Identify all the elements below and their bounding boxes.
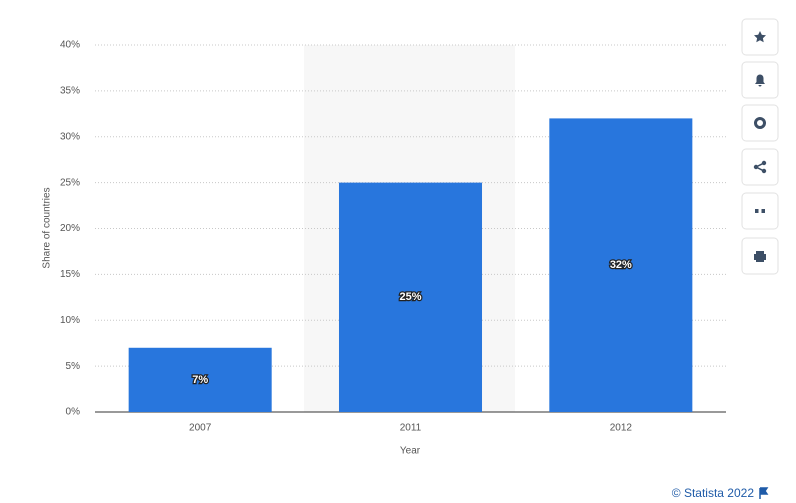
credit[interactable]: © Statista 2022 bbox=[672, 486, 755, 500]
x-tick-label: 2011 bbox=[400, 423, 422, 434]
share-dot bbox=[761, 168, 767, 174]
bar bbox=[549, 118, 693, 413]
x-axis-title: Year bbox=[400, 446, 421, 457]
value-label: 25% bbox=[399, 291, 421, 303]
quote-icon bbox=[755, 209, 765, 213]
y-tick-label: 35% bbox=[60, 86, 80, 97]
y-tick-label: 40% bbox=[60, 40, 80, 51]
bell-icon bbox=[755, 74, 765, 87]
toolbar bbox=[741, 18, 779, 275]
y-tick-label: 30% bbox=[60, 131, 80, 142]
gear-icon bbox=[754, 117, 766, 129]
share-button[interactable] bbox=[741, 148, 779, 186]
x-tick-label: 2012 bbox=[610, 423, 633, 434]
settings-button[interactable] bbox=[741, 104, 779, 142]
x-tick-label: 2007 bbox=[189, 423, 212, 434]
bar bbox=[338, 182, 483, 412]
print-icon bbox=[754, 251, 766, 262]
y-tick-label: 25% bbox=[60, 177, 80, 188]
value-label: 7% bbox=[192, 374, 208, 386]
cite-button[interactable] bbox=[741, 192, 779, 230]
y-tick-label: 10% bbox=[60, 315, 80, 326]
y-tick-label: 5% bbox=[66, 361, 81, 372]
share-dot bbox=[753, 164, 759, 170]
y-tick-label: 15% bbox=[60, 269, 80, 280]
star-icon bbox=[754, 31, 766, 43]
y-tick-label: 0% bbox=[66, 407, 81, 418]
share-dot bbox=[761, 160, 767, 166]
y-tick-label: 20% bbox=[60, 223, 80, 234]
y-axis-title: Share of countries bbox=[42, 187, 53, 268]
flag-icon[interactable] bbox=[759, 487, 769, 499]
bar bbox=[128, 347, 272, 412]
value-label: 32% bbox=[610, 259, 632, 271]
